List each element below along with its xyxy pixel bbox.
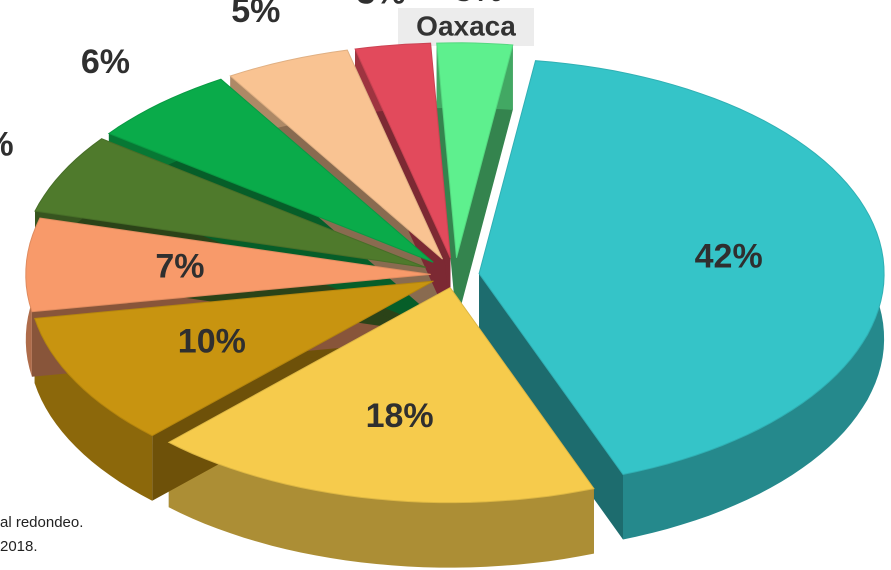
data-label: 6% [81,43,130,81]
data-label: 6% [0,125,14,163]
slice [436,42,514,258]
data-label: 5% [231,0,280,30]
slice [478,60,885,476]
data-label: 3% [454,0,503,9]
slice-labels: 42% 18% 10% 7% 6% 6% 5% 3% 3% [0,0,763,435]
slice [34,280,434,437]
chart-title: Oaxaca [416,10,516,41]
slice [229,49,443,260]
slice-wall [436,43,457,323]
slice-wall [456,44,513,323]
slice-side [168,442,594,568]
data-label: 10% [178,323,246,361]
data-label: 3% [356,0,405,12]
slice-wall [479,273,623,540]
footnote: 2018. [0,538,38,555]
slice [167,286,595,504]
data-label: 42% [695,238,763,276]
slice [25,217,431,313]
slice-side [34,318,153,501]
title-box [398,8,534,46]
data-label: 7% [155,247,204,285]
slice [354,42,451,259]
data-label: 18% [366,397,434,435]
slice [107,78,434,263]
slice-tops [25,42,885,504]
footnote: al redondeo. [0,514,83,531]
slice [34,138,427,268]
